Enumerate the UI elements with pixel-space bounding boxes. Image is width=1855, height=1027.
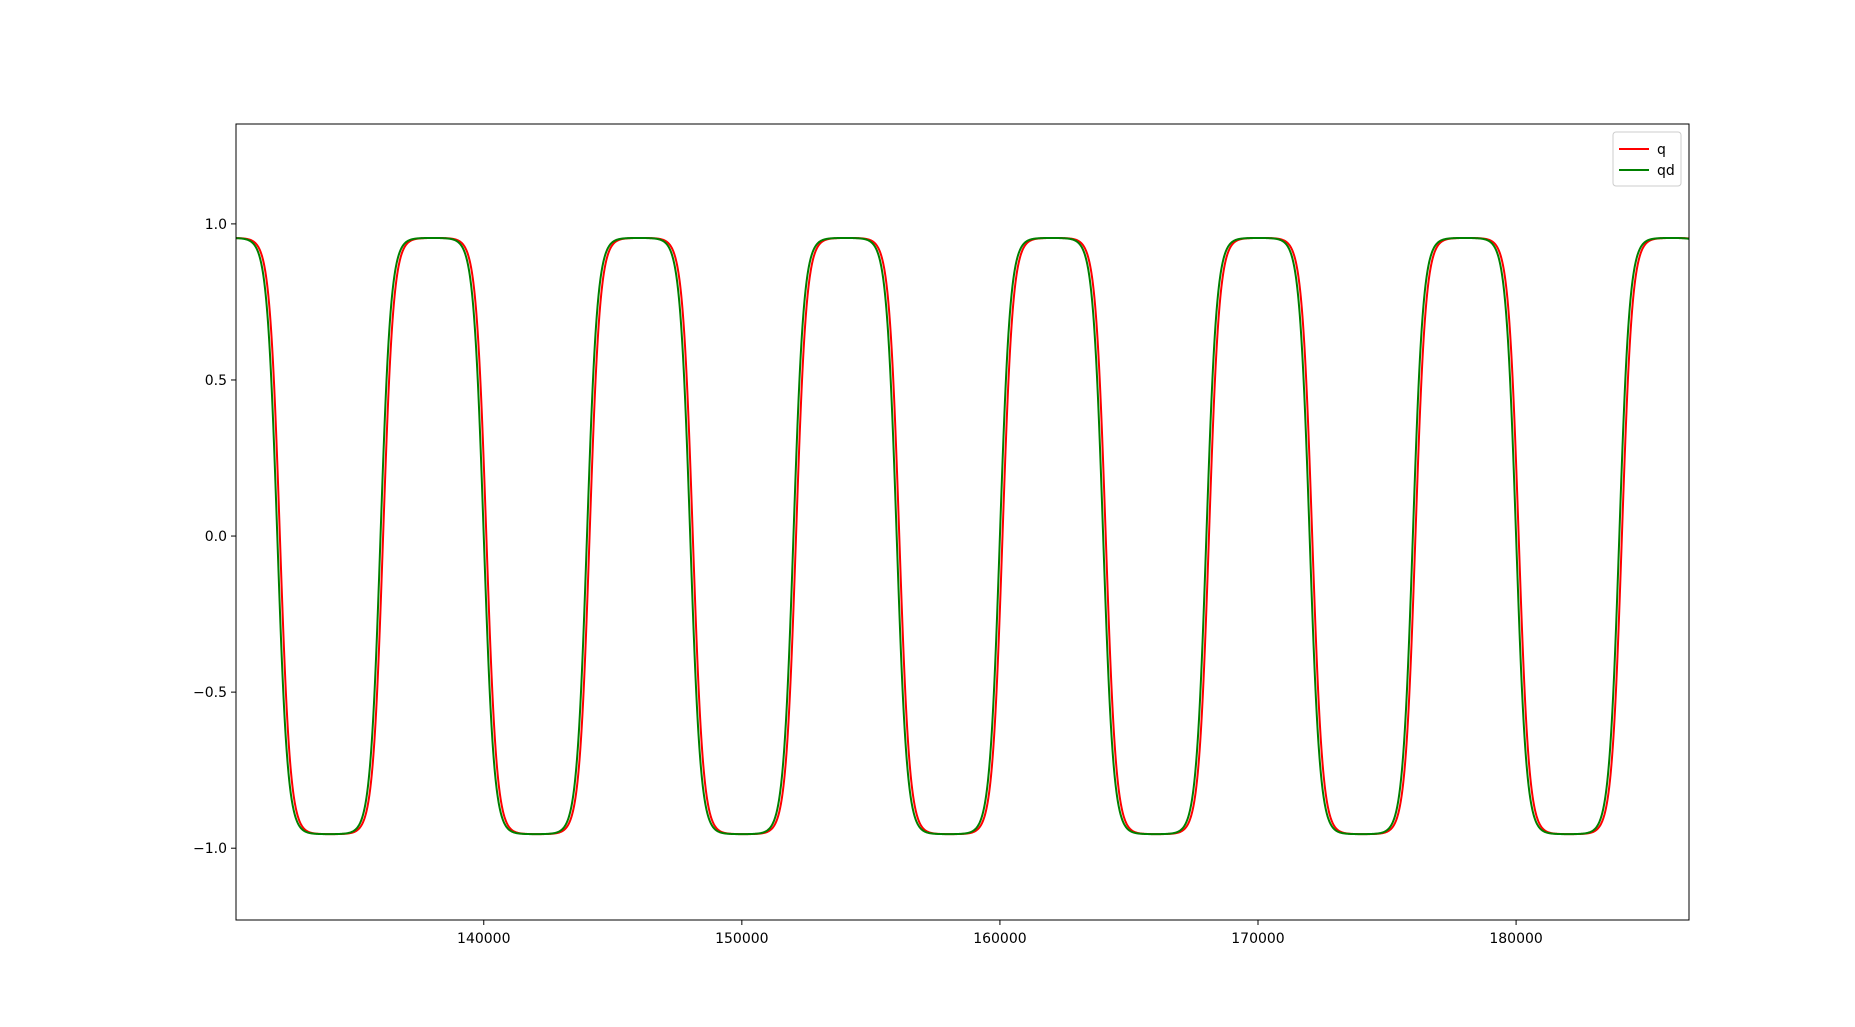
y-tick-label: 0.5 bbox=[205, 373, 227, 389]
y-axis-ticks: 1.0 0.5 0.0 −0.5 −1.0 bbox=[193, 217, 236, 857]
x-axis-ticks: 140000 150000 160000 170000 180000 bbox=[457, 920, 1543, 947]
y-tick-label: 1.0 bbox=[205, 217, 227, 233]
plot-area-frame bbox=[235, 123, 1690, 921]
x-tick-label: 140000 bbox=[457, 931, 510, 947]
y-tick-label: −0.5 bbox=[193, 685, 227, 701]
legend: q qd bbox=[1612, 131, 1682, 187]
legend-label-qd: qd bbox=[1657, 163, 1675, 179]
y-tick-label: −1.0 bbox=[193, 841, 227, 857]
x-tick-label: 160000 bbox=[973, 931, 1026, 947]
legend-label-q: q bbox=[1657, 142, 1666, 158]
y-tick-label: 0.0 bbox=[205, 529, 227, 545]
series-line-qd bbox=[236, 236, 1689, 836]
x-tick-label: 150000 bbox=[715, 931, 768, 947]
x-tick-label: 170000 bbox=[1231, 931, 1284, 947]
x-tick-label: 180000 bbox=[1489, 931, 1542, 947]
legend-box bbox=[1612, 131, 1682, 187]
series-layer bbox=[236, 236, 1689, 836]
